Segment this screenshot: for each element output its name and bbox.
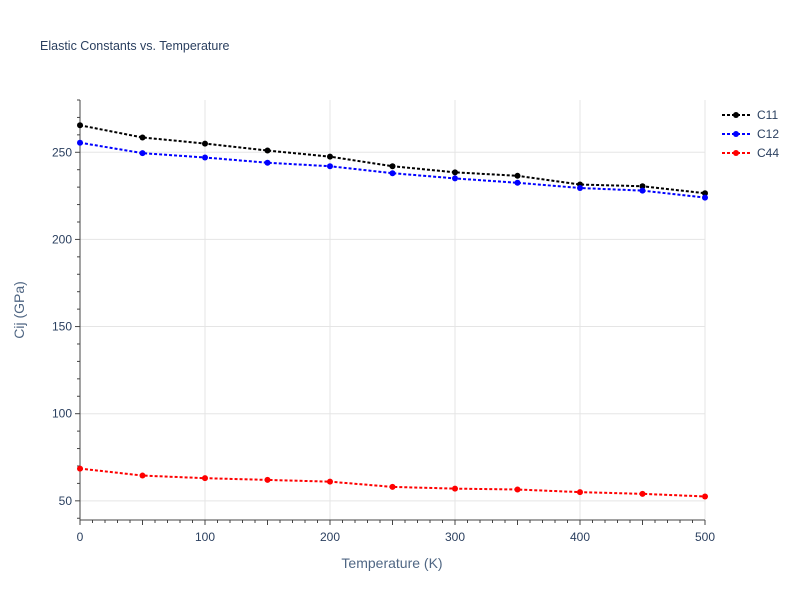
data-point-c12 bbox=[202, 154, 208, 161]
series-c44 bbox=[77, 465, 708, 500]
series-group bbox=[77, 122, 708, 500]
data-point-c11 bbox=[264, 147, 271, 154]
legend-marker bbox=[733, 150, 739, 156]
axes bbox=[75, 99, 706, 525]
x-tick-label: 400 bbox=[570, 530, 590, 544]
x-axis-title: Temperature (K) bbox=[341, 555, 442, 571]
legend-marker bbox=[733, 112, 739, 118]
legend[interactable]: C11 C12 C44 bbox=[722, 108, 779, 160]
legend-marker bbox=[733, 131, 739, 137]
x-tick-labels: 0 100 200 300 400 500 bbox=[77, 530, 716, 544]
x-tick-label: 0 bbox=[77, 530, 84, 544]
y-tick-label: 150 bbox=[52, 320, 72, 334]
data-point-c11 bbox=[389, 163, 396, 170]
data-point-c12 bbox=[327, 163, 333, 170]
data-point-c11 bbox=[452, 169, 458, 176]
data-point-c44 bbox=[389, 483, 396, 490]
data-point-c12 bbox=[139, 150, 146, 157]
series-c12 bbox=[77, 139, 708, 201]
x-tick-label: 500 bbox=[695, 530, 715, 544]
legend-item-c44[interactable]: C44 bbox=[722, 146, 779, 160]
series-line-c44 bbox=[79, 467, 706, 498]
data-point-c44 bbox=[77, 465, 83, 472]
data-point-c12 bbox=[577, 185, 583, 192]
chart-title: Elastic Constants vs. Temperature bbox=[40, 39, 229, 53]
data-point-c44 bbox=[452, 485, 458, 492]
data-point-c11 bbox=[327, 153, 333, 160]
data-point-c44 bbox=[139, 472, 146, 479]
series-c11 bbox=[77, 122, 708, 197]
data-point-c11 bbox=[77, 122, 83, 129]
data-point-c11 bbox=[702, 190, 708, 197]
data-point-c12 bbox=[389, 170, 396, 177]
legend-label: C12 bbox=[757, 127, 779, 141]
data-point-c11 bbox=[639, 183, 646, 190]
data-point-c11 bbox=[202, 140, 208, 147]
data-point-c12 bbox=[452, 175, 458, 182]
data-point-c44 bbox=[577, 489, 583, 496]
y-tick-label: 200 bbox=[52, 232, 72, 246]
legend-item-c11[interactable]: C11 bbox=[722, 108, 778, 122]
x-tick-label: 200 bbox=[320, 530, 340, 544]
data-point-c11 bbox=[514, 172, 521, 179]
y-tick-label: 250 bbox=[52, 145, 72, 159]
data-point-c12 bbox=[77, 139, 83, 146]
x-tick-label: 100 bbox=[195, 530, 215, 544]
legend-label: C11 bbox=[757, 108, 778, 122]
y-tick-label: 50 bbox=[59, 494, 73, 508]
data-point-c12 bbox=[264, 159, 271, 166]
data-point-c12 bbox=[514, 179, 521, 186]
legend-label: C44 bbox=[757, 146, 779, 160]
data-point-c44 bbox=[327, 478, 333, 485]
legend-item-c12[interactable]: C12 bbox=[722, 127, 779, 141]
data-point-c44 bbox=[514, 486, 521, 493]
y-tick-label: 100 bbox=[52, 407, 72, 421]
data-point-c44 bbox=[639, 490, 646, 497]
series-line-c12 bbox=[79, 141, 706, 199]
data-point-c11 bbox=[139, 134, 146, 141]
data-point-c44 bbox=[202, 475, 208, 482]
x-tick-label: 300 bbox=[445, 530, 465, 544]
y-axis-title: Cij (GPa) bbox=[11, 281, 27, 339]
data-point-c44 bbox=[264, 476, 271, 483]
data-point-c12 bbox=[702, 194, 708, 201]
y-tick-labels: 50 100 150 200 250 bbox=[52, 145, 72, 508]
data-point-c12 bbox=[639, 187, 646, 194]
data-point-c44 bbox=[702, 493, 708, 500]
